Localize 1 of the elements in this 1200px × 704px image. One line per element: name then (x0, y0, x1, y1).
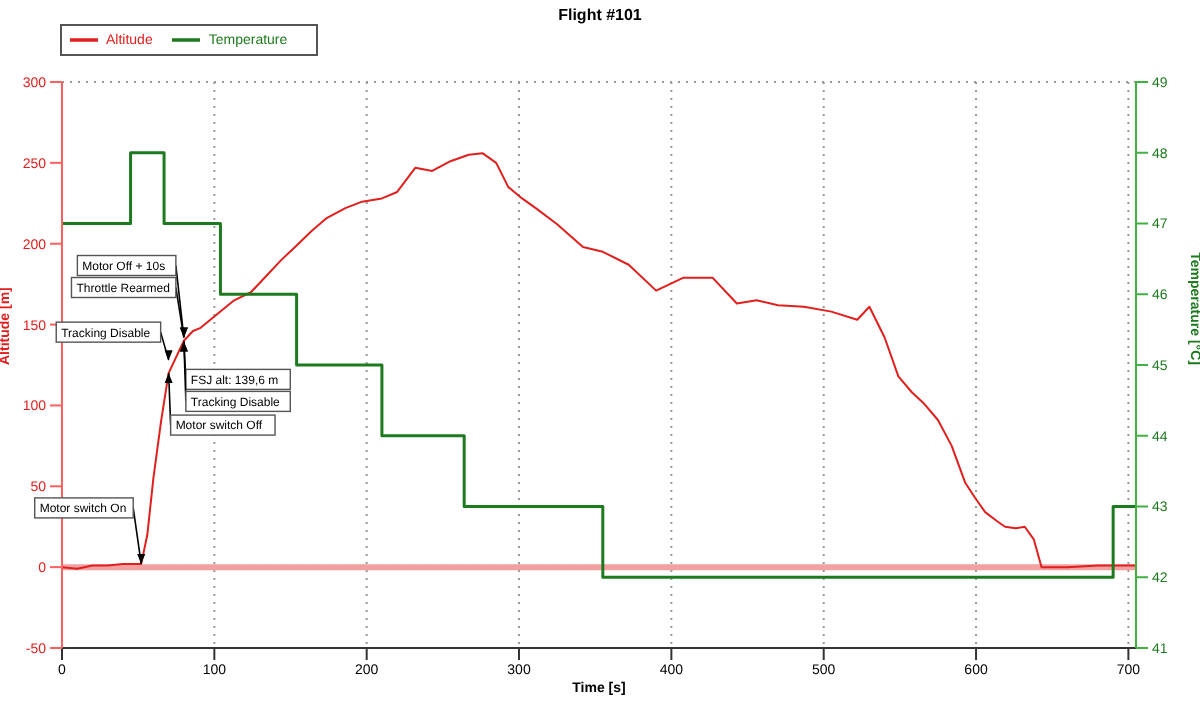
chart-title: Flight #101 (556, 6, 644, 24)
